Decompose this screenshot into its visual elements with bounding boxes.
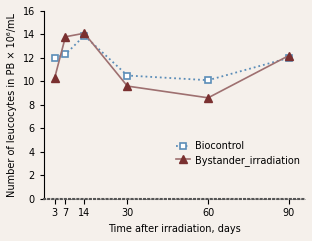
Bystander_irradiation: [287, 54, 291, 57]
Biocontrol: [64, 53, 67, 56]
Biocontrol: [82, 34, 86, 37]
Biocontrol: [206, 79, 210, 82]
Bystander_irradiation: [64, 35, 67, 38]
Y-axis label: Number of leucocytes in PB × 10⁶/mL: Number of leucocytes in PB × 10⁶/mL: [7, 13, 17, 197]
Line: Bystander_irradiation: Bystander_irradiation: [51, 29, 293, 102]
Biocontrol: [125, 74, 129, 77]
Biocontrol: [53, 56, 56, 59]
Bystander_irradiation: [125, 85, 129, 87]
Bystander_irradiation: [82, 32, 86, 35]
Bystander_irradiation: [206, 96, 210, 99]
Bystander_irradiation: [53, 76, 56, 79]
Line: Biocontrol: Biocontrol: [51, 32, 292, 84]
Legend: Biocontrol, Bystander_irradiation: Biocontrol, Bystander_irradiation: [176, 141, 300, 166]
X-axis label: Time after irradiation, days: Time after irradiation, days: [108, 224, 241, 234]
Biocontrol: [287, 56, 291, 59]
